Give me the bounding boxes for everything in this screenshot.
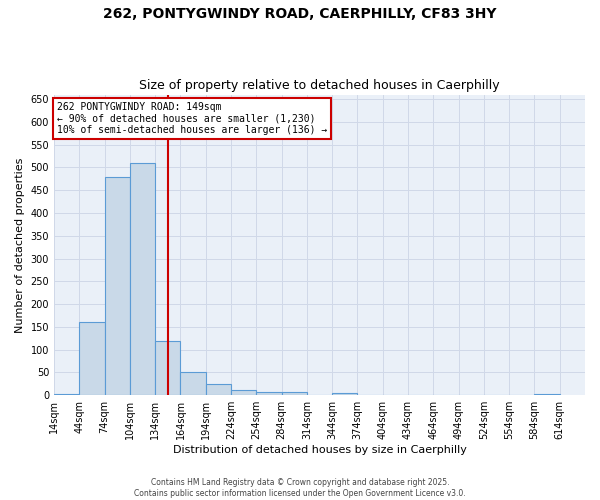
Bar (535, 394, 560, 395)
Text: Contains HM Land Registry data © Crown copyright and database right 2025.
Contai: Contains HM Land Registry data © Crown c… (134, 478, 466, 498)
Bar (181, 372, 206, 395)
Text: 262 PONTYGWINDY ROAD: 149sqm
← 90% of detached houses are smaller (1,230)
10% of: 262 PONTYGWINDY ROAD: 149sqm ← 90% of de… (56, 102, 327, 136)
Bar (206, 384, 231, 395)
Text: 262, PONTYGWINDY ROAD, CAERPHILLY, CF83 3HY: 262, PONTYGWINDY ROAD, CAERPHILLY, CF83 … (103, 8, 497, 22)
Bar (104, 176, 130, 395)
Title: Size of property relative to detached houses in Caerphilly: Size of property relative to detached ho… (139, 79, 500, 92)
Bar (281, 392, 307, 395)
Bar (332, 393, 358, 395)
Bar (231, 390, 256, 395)
X-axis label: Distribution of detached houses by size in Caerphilly: Distribution of detached houses by size … (173, 445, 466, 455)
Bar (54, 394, 79, 395)
Bar (256, 392, 281, 395)
Bar (155, 340, 181, 395)
Y-axis label: Number of detached properties: Number of detached properties (15, 157, 25, 332)
Bar (79, 322, 104, 395)
Bar (130, 163, 155, 395)
